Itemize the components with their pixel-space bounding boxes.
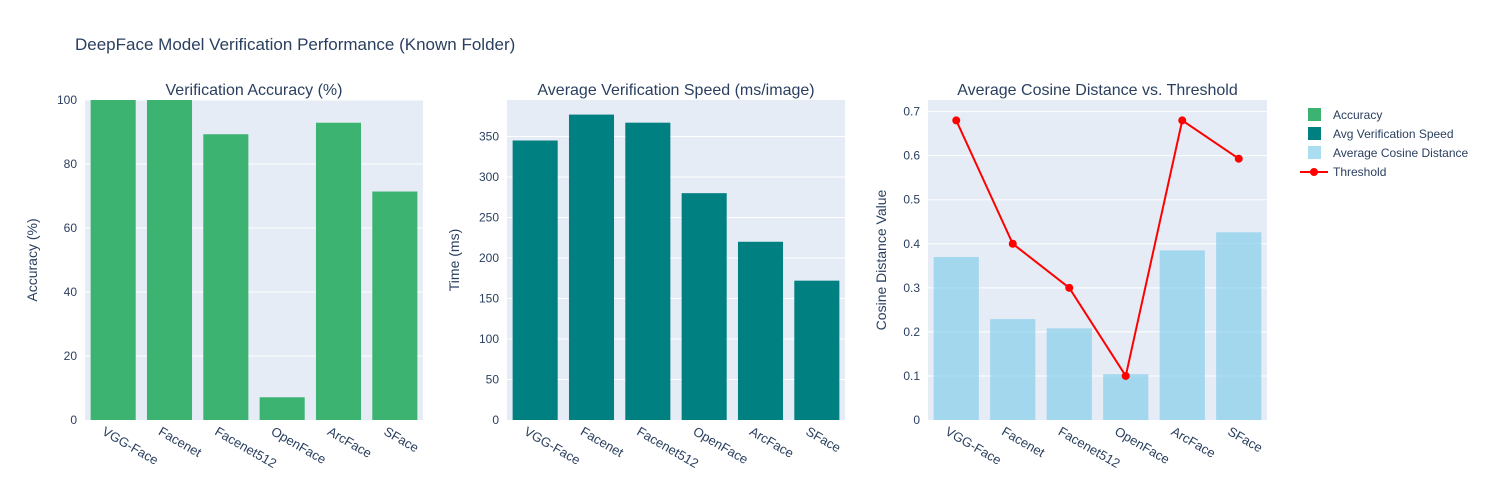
bar-openface[interactable] [681, 193, 727, 420]
y-tick-label: 0.5 [903, 193, 920, 207]
y-tick-label: 350 [479, 129, 499, 143]
y-tick-label: 0.7 [903, 105, 920, 119]
legend-item[interactable]: Threshold [1300, 165, 1386, 179]
y-tick-label: 100 [479, 332, 499, 346]
x-tick-label: Facenet [999, 424, 1048, 461]
threshold-point[interactable] [1065, 283, 1074, 292]
bar-arcface[interactable] [737, 241, 784, 420]
legend-label: Threshold [1333, 165, 1386, 179]
subplot-title: Average Verification Speed (ms/image) [537, 82, 814, 99]
x-tick-label: VGG-Face [522, 424, 583, 468]
bar-vgg-face[interactable] [512, 140, 558, 420]
bar-vgg-face[interactable] [90, 100, 136, 420]
x-tick-label: Facenet512 [212, 424, 279, 471]
y-tick-label: 0.4 [903, 237, 920, 251]
y-tick-label: 300 [479, 170, 499, 184]
y-tick-label: 150 [479, 291, 499, 305]
y-tick-label: 0.3 [903, 281, 920, 295]
legend-item[interactable]: Average Cosine Distance [1308, 146, 1469, 160]
legend[interactable]: Accuracy Avg Verification Speed Average Co… [1300, 108, 1469, 179]
threshold-line [955, 118, 1240, 379]
y-axis-label: Time (ms) [446, 229, 462, 291]
subplot-title: Average Cosine Distance vs. Threshold [957, 82, 1237, 99]
legend-item[interactable]: Avg Verification Speed [1308, 127, 1454, 141]
bar-openface[interactable] [259, 397, 305, 420]
threshold-point[interactable] [1178, 116, 1187, 125]
y-tick-label: 80 [64, 157, 78, 171]
plot-background [928, 100, 1267, 420]
y-tick-label: 0.6 [903, 149, 920, 163]
legend-swatch [1308, 108, 1321, 121]
bar-facenet[interactable] [568, 114, 615, 420]
y-tick-label: 60 [64, 221, 78, 235]
x-tick-label: Facenet512 [634, 424, 701, 471]
x-tick-label: Facenet512 [1056, 424, 1123, 471]
y-tick-label: 0.2 [903, 325, 920, 339]
x-tick-label: VGG-Face [100, 424, 161, 468]
bar-arcface[interactable] [315, 122, 362, 420]
y-tick-label: 250 [479, 210, 499, 224]
x-tick-label: SFace [803, 424, 843, 456]
x-tick-label: VGG-Face [943, 424, 1004, 468]
x-tick-label: SFace [1225, 424, 1265, 456]
y-tick-label: 0 [913, 413, 920, 427]
legend-label: Avg Verification Speed [1333, 127, 1454, 141]
plot-background [85, 100, 423, 420]
y-tick-label: 0.1 [903, 369, 920, 383]
legend-swatch [1308, 146, 1321, 159]
y-tick-label: 100 [57, 93, 77, 107]
legend-marker [1310, 168, 1318, 176]
bar-sface[interactable] [372, 191, 418, 420]
y-axis-label: Accuracy (%) [24, 218, 40, 301]
threshold-point[interactable] [1234, 154, 1243, 163]
y-tick-label: 40 [64, 285, 78, 299]
x-tick-label: ArcFace [1169, 424, 1218, 461]
plot-background [507, 100, 845, 420]
y-tick-label: 0 [70, 413, 77, 427]
bar-openface[interactable] [1103, 374, 1149, 420]
y-axis-label: Cosine Distance Value [873, 189, 889, 330]
x-tick-label: ArcFace [325, 424, 374, 461]
bar-facenet[interactable] [146, 100, 193, 420]
x-tick-label: ArcFace [747, 424, 796, 461]
legend-swatch [1308, 127, 1321, 140]
y-tick-label: 50 [486, 372, 500, 386]
threshold-point[interactable] [1008, 239, 1017, 248]
y-tick-label: 20 [64, 349, 78, 363]
legend-label: Accuracy [1333, 108, 1382, 122]
chart-title: DeepFace Model Verification Performance … [75, 35, 515, 54]
y-tick-label: 200 [479, 251, 499, 265]
threshold-point[interactable] [1121, 371, 1130, 380]
x-tick-label: Facenet [578, 424, 627, 461]
bar-sface[interactable] [794, 280, 840, 420]
legend-item[interactable]: Accuracy [1308, 108, 1382, 122]
bar-sface[interactable] [1216, 232, 1262, 420]
bar-facenet512[interactable] [625, 122, 671, 421]
bar-vgg-face[interactable] [933, 256, 979, 420]
bar-facenet512[interactable] [1046, 328, 1092, 420]
subplot-title: Verification Accuracy (%) [166, 82, 343, 99]
threshold-point[interactable] [952, 116, 961, 125]
bar-arcface[interactable] [1159, 250, 1205, 420]
bar-facenet[interactable] [990, 319, 1036, 420]
x-tick-label: SFace [381, 424, 421, 456]
x-tick-label: Facenet [156, 424, 205, 461]
legend-label: Average Cosine Distance [1333, 146, 1469, 160]
bar-facenet512[interactable] [203, 134, 249, 421]
y-tick-label: 0 [492, 413, 499, 427]
